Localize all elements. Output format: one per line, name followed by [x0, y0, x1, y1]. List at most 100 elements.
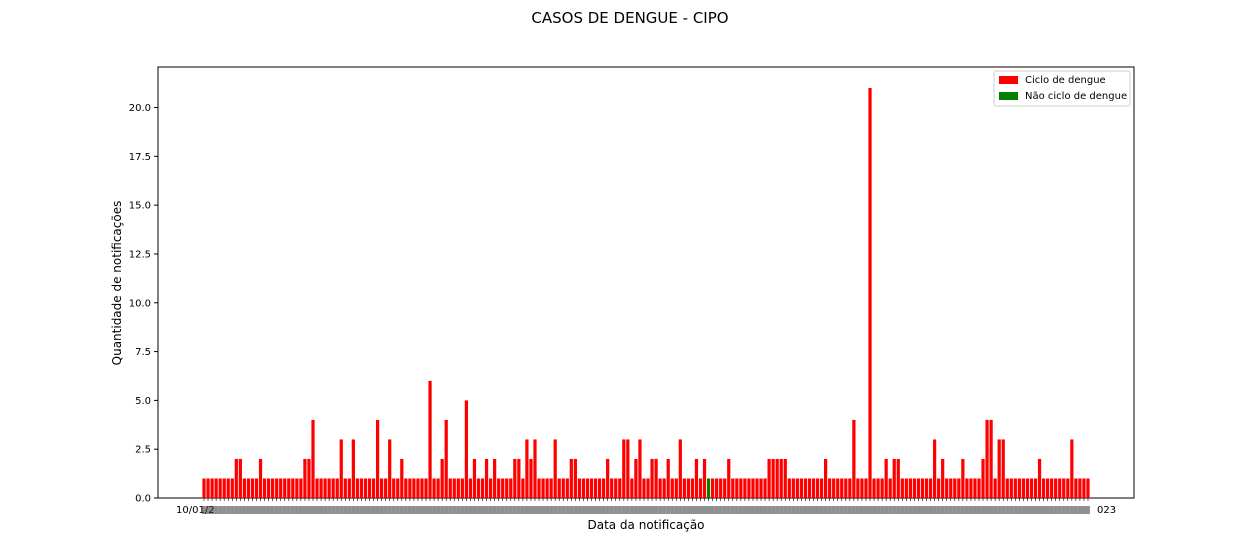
bar-ciclo [791, 478, 795, 498]
bar-ciclo [1074, 478, 1078, 498]
bar-ciclo [488, 478, 493, 498]
bar-ciclo [242, 478, 246, 498]
x-tick-label-blob [694, 506, 699, 514]
x-tick-label-blob [1037, 506, 1042, 514]
x-tick-label-blob [222, 506, 227, 514]
x-tick-label-blob [448, 506, 453, 514]
legend-label-ciclo: Ciclo de dengue [1025, 75, 1106, 86]
bar-ciclo [561, 478, 565, 498]
bar-ciclo [836, 478, 840, 498]
bar-ciclo [250, 478, 255, 498]
x-tick-label-blob [214, 506, 219, 514]
bar-ciclo [557, 478, 561, 498]
bars-group [202, 88, 1090, 498]
bar-ciclo [642, 478, 646, 498]
x-tick-label-blob [767, 506, 772, 514]
x-tick-label-blob [985, 506, 990, 514]
x-tick-label-blob [258, 506, 263, 514]
bar-ciclo [630, 478, 634, 498]
x-tick-label-blob [294, 506, 299, 514]
x-tick-label-blob [912, 506, 917, 514]
x-tick-label-blob [763, 506, 768, 514]
x-tick-label-blob [968, 506, 973, 514]
bar-ciclo [1054, 478, 1058, 498]
bar-ciclo [670, 478, 674, 498]
x-tick-label-blob [1001, 506, 1006, 514]
bar-ciclo [888, 478, 892, 498]
x-tick-label-blob [787, 506, 792, 514]
bar-ciclo [468, 478, 473, 498]
bar-ciclo [384, 478, 388, 498]
bar-ciclo [965, 478, 969, 498]
bar-ciclo [614, 478, 618, 498]
bar-ciclo [303, 458, 307, 498]
bar-ciclo [335, 478, 339, 498]
x-tick-label-blob [831, 506, 836, 514]
bar-ciclo [343, 478, 347, 498]
x-tick-label-blob [807, 506, 812, 514]
x-tick-label-blob [492, 506, 497, 514]
x-tick-label-blob [674, 506, 679, 514]
bar-ciclo [884, 458, 888, 498]
bar-ciclo [319, 478, 323, 498]
x-tick-label-blob [633, 506, 638, 514]
x-tick-label-blob [359, 506, 364, 514]
x-tick-label-blob [323, 506, 328, 514]
x-tick-label-blob [682, 506, 687, 514]
bar-ciclo [731, 478, 735, 498]
bar-ciclo [892, 458, 896, 498]
x-tick-label-blob [641, 506, 646, 514]
x-tick-label-blob [319, 506, 324, 514]
bar-ciclo [783, 458, 787, 498]
x-tick-label-blob [371, 506, 376, 514]
x-tick-label-blob [997, 506, 1002, 514]
bar-ciclo [238, 458, 242, 498]
bar-ciclo [908, 478, 912, 498]
y-tick-label: 5.0 [135, 396, 151, 407]
bar-ciclo [1066, 478, 1070, 498]
x-tick-label-blob [585, 506, 590, 514]
x-tick-label-blob [315, 506, 320, 514]
bar-ciclo [662, 478, 666, 498]
bar-ciclo [872, 478, 876, 498]
x-tick-label-blob [868, 506, 873, 514]
bar-ciclo [396, 478, 400, 498]
bar-ciclo [323, 478, 327, 498]
x-tick-label-blob [1081, 506, 1086, 514]
x-tick-label-blob [512, 506, 517, 514]
y-tick-label: 15.0 [129, 201, 151, 212]
y-tick-label: 2.5 [135, 445, 151, 456]
bar-ciclo [807, 478, 812, 498]
x-tick-label-blob [843, 506, 848, 514]
x-tick-label-blob [908, 506, 913, 514]
x-tick-label-blob [851, 506, 856, 514]
x-tick-label-blob [375, 506, 380, 514]
bar-ciclo [230, 478, 234, 498]
x-tick-label-blob [654, 506, 659, 514]
x-tick-label-blob [1017, 506, 1022, 514]
bar-ciclo [408, 478, 412, 498]
bar-ciclo [920, 478, 925, 498]
bar-ciclo [904, 478, 908, 498]
bar-ciclo [484, 458, 489, 498]
bar-ciclo [202, 478, 206, 498]
bar-ciclo [622, 439, 626, 498]
bar-ciclo [452, 478, 456, 498]
bar-ciclo [610, 478, 614, 498]
x-tick-label-blob [343, 506, 348, 514]
bar-ciclo [1041, 478, 1046, 498]
x-tick-label-blob [718, 506, 723, 514]
bar-ciclo [533, 439, 537, 498]
legend-label-nao-ciclo: Não ciclo de dengue [1025, 91, 1127, 102]
bar-ciclo [589, 478, 594, 498]
x-tick-label-blob [972, 506, 977, 514]
x-tick-label-blob [952, 506, 957, 514]
bar-ciclo [961, 458, 965, 498]
bar-ciclo [258, 458, 263, 498]
x-tick-label-blob [472, 506, 477, 514]
bar-ciclo [597, 478, 602, 498]
x-tick-label-blob [246, 506, 251, 514]
bar-ciclo [404, 478, 408, 498]
x-tick-label-blob [989, 506, 994, 514]
x-tick-label-blob [617, 506, 622, 514]
